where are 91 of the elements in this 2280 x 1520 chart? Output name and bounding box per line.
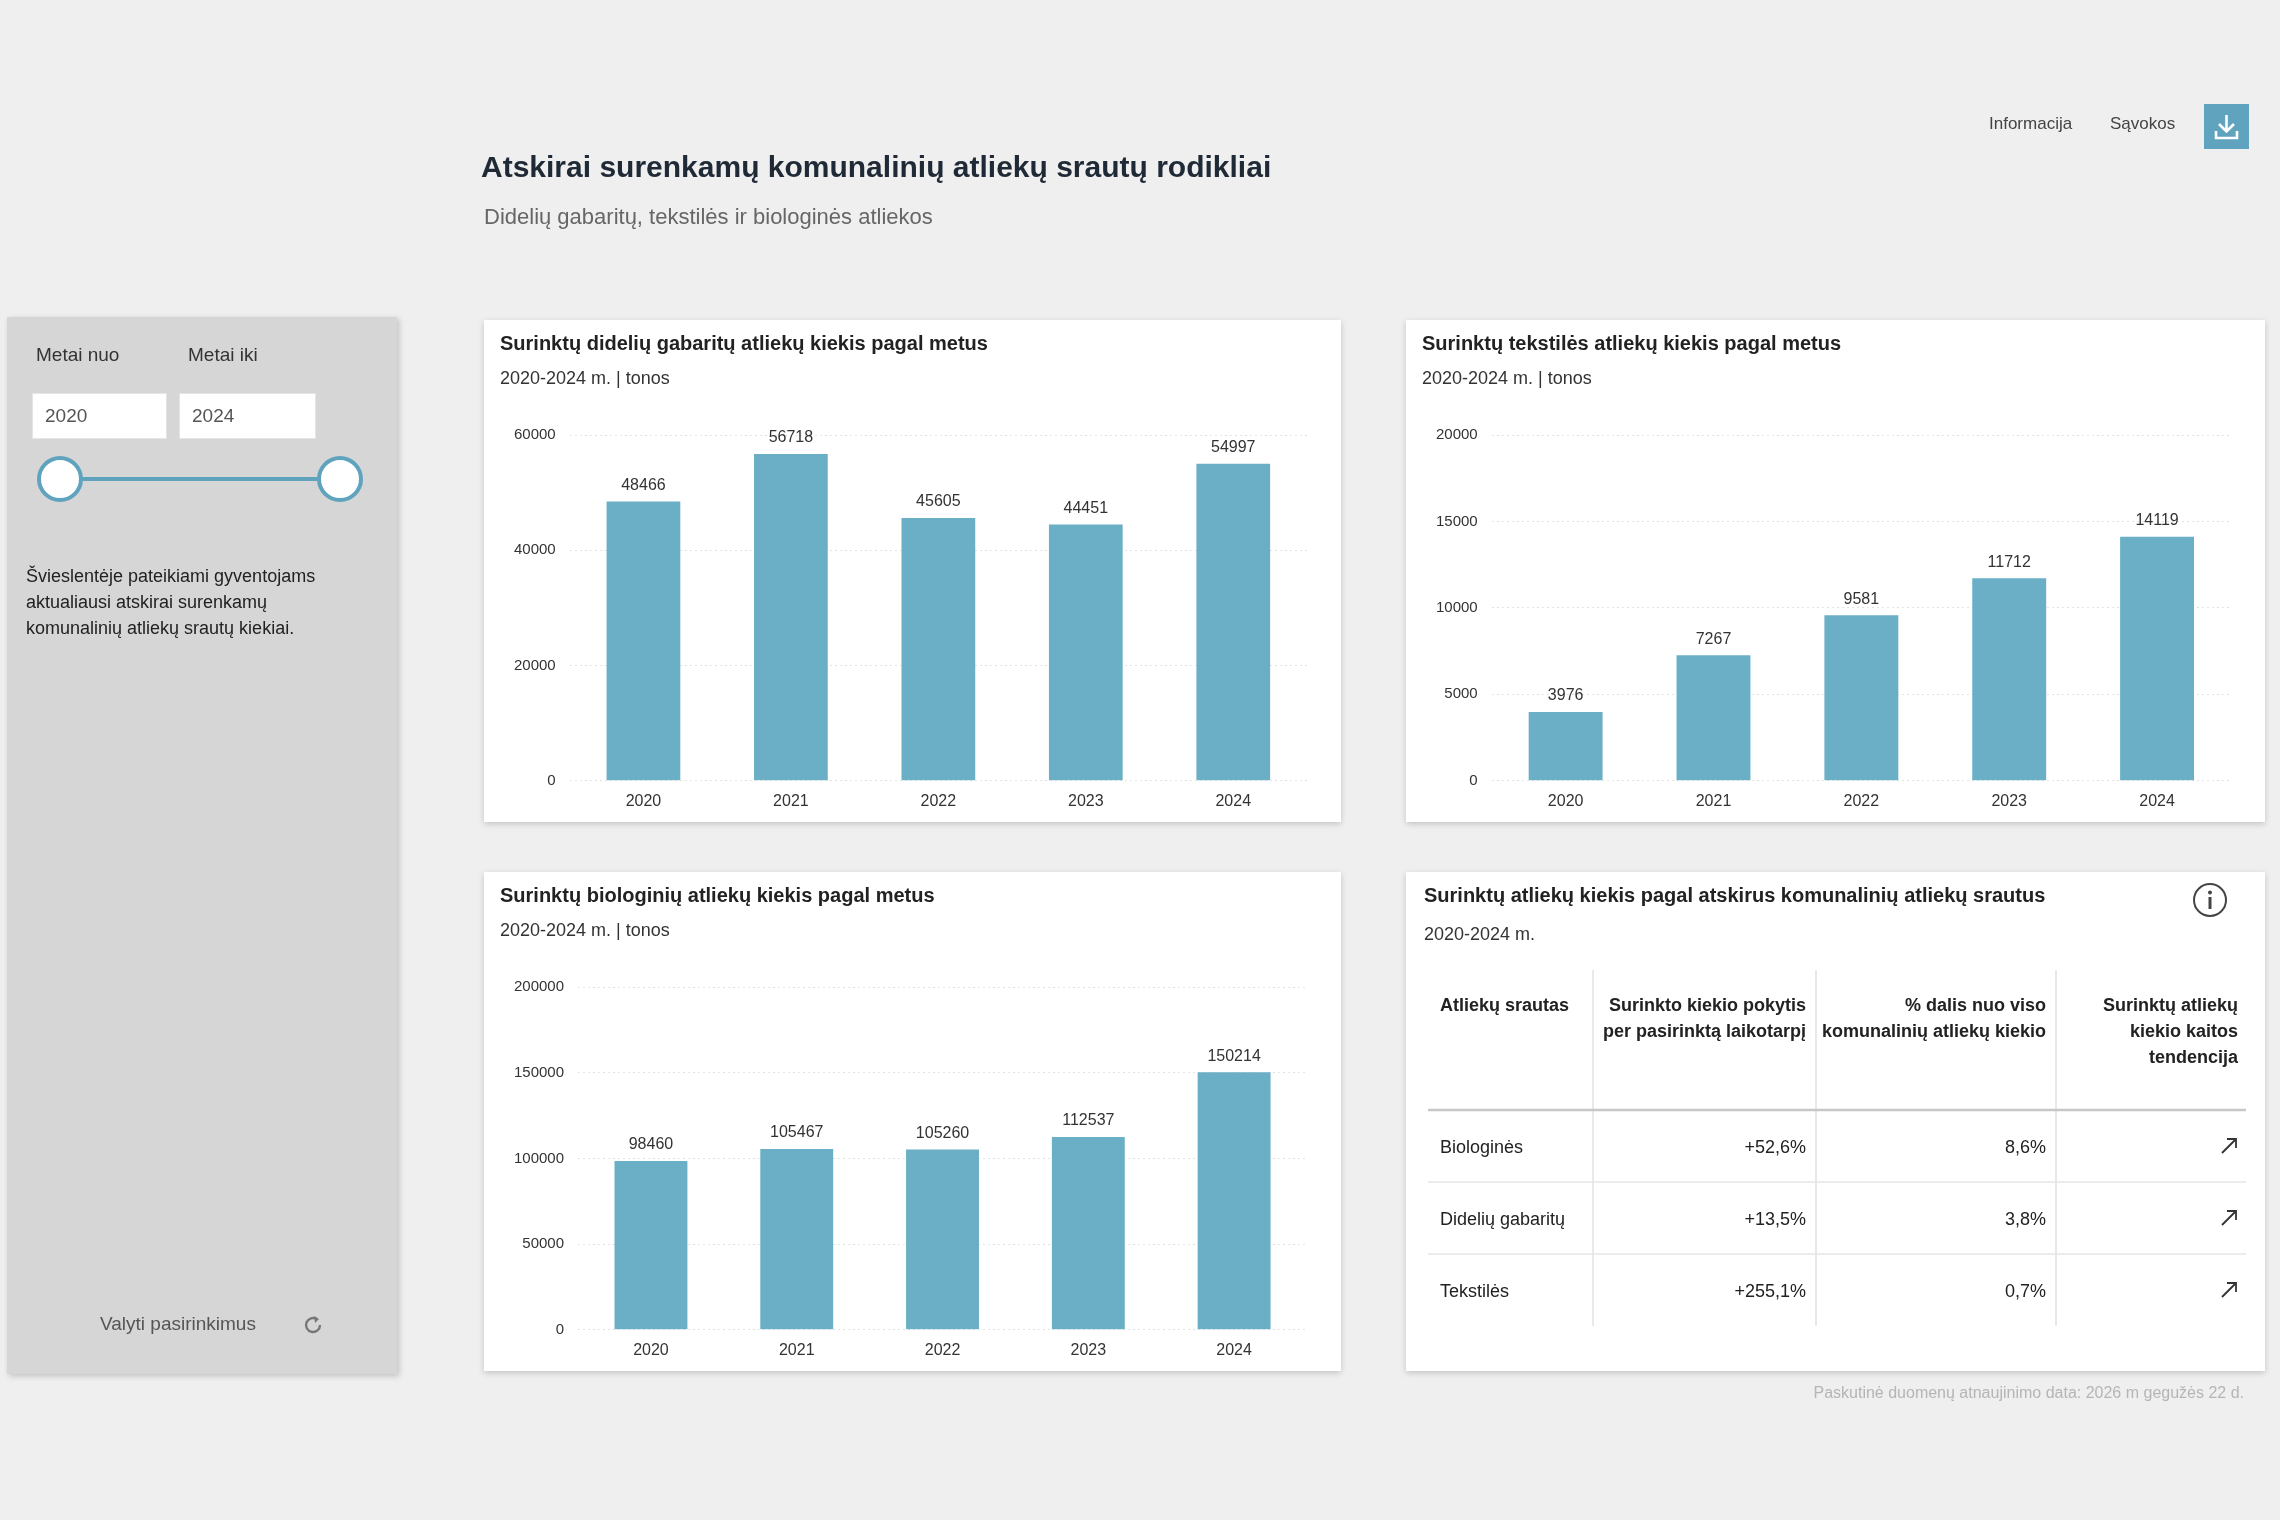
bar bbox=[1197, 1072, 1271, 1330]
y-tick-label: 0 bbox=[555, 1319, 565, 1337]
chart-subtitle: 2020-2024 m. | tonos bbox=[500, 368, 670, 389]
text: Surinktų atliekų kiekio kaitos tendencija bbox=[2101, 994, 2238, 1069]
x-tick-label: 2021 bbox=[778, 1340, 815, 1358]
text: Surinkto kiekio pokytis per pasirinktą laikotarpį bbox=[1601, 994, 1806, 1043]
data-label: 44451 bbox=[1063, 499, 1109, 517]
bar bbox=[1972, 578, 2047, 781]
text: Informacija bbox=[1989, 114, 2073, 134]
text: Didelių gabaritų, tekstilės ir biologinės atliekos bbox=[484, 204, 933, 230]
text: 0,7% bbox=[2003, 1280, 2046, 1303]
bar bbox=[901, 517, 976, 781]
x-tick-label: 2024 bbox=[2139, 791, 2175, 809]
text: 3,8% bbox=[2003, 1208, 2046, 1231]
text: Metai iki bbox=[188, 344, 258, 366]
x-tick-label: 2024 bbox=[1216, 1340, 1252, 1358]
text: Paskutinė duomenų atnaujinimo data: 2026 m gegužės 22 d. bbox=[1813, 1384, 2244, 1402]
data-label: 105467 bbox=[770, 1123, 824, 1141]
text: Metai nuo bbox=[36, 344, 120, 366]
data-label: 9581 bbox=[1843, 589, 1880, 607]
y-tick-label: 15000 bbox=[1435, 511, 1478, 529]
bar bbox=[1824, 615, 1899, 781]
chart-title: Surinktų biologinių atliekų kiekis pagal metus bbox=[500, 884, 935, 907]
bar bbox=[1676, 655, 1751, 781]
bar bbox=[1196, 463, 1271, 781]
x-tick-label: 2023 bbox=[1070, 1340, 1107, 1358]
data-label: 54997 bbox=[1211, 438, 1256, 456]
data-label: 98460 bbox=[628, 1135, 674, 1153]
y-tick-label: 100000 bbox=[513, 1148, 565, 1166]
x-tick-label: 2020 bbox=[625, 791, 662, 809]
data-label: 56718 bbox=[768, 428, 814, 446]
data-label: 11712 bbox=[1987, 552, 2031, 570]
x-tick-label: 2021 bbox=[1695, 791, 1732, 809]
y-tick-label: 150000 bbox=[513, 1062, 565, 1080]
text: Surinktų atliekų kiekis pagal atskirus komunalinių atliekų srautus bbox=[1424, 884, 2046, 907]
y-tick-label: 0 bbox=[1469, 770, 1478, 788]
text: Didelių gabaritų bbox=[1440, 1208, 1567, 1231]
text: % dalis nuo viso komunalinių atliekų kiekio bbox=[1820, 994, 2046, 1043]
y-tick-label: 60000 bbox=[513, 425, 556, 443]
data-label: 150214 bbox=[1207, 1046, 1261, 1064]
y-tick-label: 40000 bbox=[513, 540, 556, 558]
x-tick-label: 2022 bbox=[924, 1340, 961, 1358]
data-label: 45605 bbox=[916, 492, 961, 510]
text: Tekstilės bbox=[1440, 1280, 1511, 1303]
bar bbox=[606, 501, 681, 781]
y-tick-label: 50000 bbox=[522, 1234, 565, 1252]
data-label: 7267 bbox=[1695, 629, 1732, 647]
data-label: 14119 bbox=[2135, 511, 2179, 529]
y-tick-label: 200000 bbox=[513, 977, 565, 995]
bar bbox=[2120, 536, 2195, 781]
text: Sąvokos bbox=[2110, 114, 2176, 134]
bar bbox=[906, 1149, 979, 1330]
data-label: 3976 bbox=[1547, 686, 1584, 704]
y-tick-label: 5000 bbox=[1444, 684, 1478, 702]
text: +255,1% bbox=[1733, 1280, 1806, 1303]
bar bbox=[1528, 712, 1603, 781]
text: Biologinės bbox=[1440, 1136, 1525, 1159]
x-tick-label: 2024 bbox=[1215, 791, 1252, 809]
text: 2020-2024 m. bbox=[1424, 924, 1536, 945]
text: 2024 bbox=[179, 393, 316, 439]
y-tick-label: 0 bbox=[547, 770, 556, 788]
bar bbox=[754, 453, 828, 781]
y-tick-label: 20000 bbox=[1435, 425, 1478, 443]
text: +52,6% bbox=[1743, 1136, 1806, 1159]
data-label: 48466 bbox=[621, 475, 666, 493]
chart-subtitle: 2020-2024 m. | tonos bbox=[500, 920, 670, 941]
y-tick-label: 20000 bbox=[513, 655, 556, 673]
bar bbox=[760, 1149, 834, 1330]
x-tick-label: 2022 bbox=[1843, 791, 1880, 809]
chart-title: Surinktų didelių gabaritų atliekų kiekis pagal metus bbox=[500, 332, 988, 355]
chart-subtitle: 2020-2024 m. | tonos bbox=[1422, 368, 1592, 389]
x-tick-label: 2022 bbox=[920, 791, 957, 809]
bar bbox=[1048, 524, 1123, 781]
x-tick-label: 2020 bbox=[1547, 791, 1584, 809]
text: Atskirai surenkamų komunalinių atliekų srautų rodikliai bbox=[481, 150, 1272, 184]
x-tick-label: 2020 bbox=[633, 1340, 669, 1358]
bar bbox=[614, 1161, 688, 1330]
x-tick-label: 2023 bbox=[1991, 791, 2028, 809]
text: Švieslentėje pateikiami gyventojams aktualiausi atskirai surenkamų komunalinių atliekų srautų kiekiai. bbox=[26, 564, 317, 640]
data-label: 112537 bbox=[1062, 1111, 1115, 1129]
x-tick-label: 2023 bbox=[1068, 791, 1104, 809]
data-label: 105260 bbox=[915, 1123, 970, 1141]
chart-title: Surinktų tekstilės atliekų kiekis pagal metus bbox=[1422, 332, 1842, 355]
bar bbox=[1051, 1136, 1125, 1330]
text: 8,6% bbox=[2003, 1136, 2046, 1159]
x-tick-label: 2021 bbox=[773, 791, 809, 809]
text: +13,5% bbox=[1743, 1208, 1806, 1231]
text: 2020 bbox=[32, 393, 167, 439]
y-tick-label: 10000 bbox=[1435, 598, 1478, 616]
text: Atliekų srautas bbox=[1440, 994, 1571, 1017]
text: Valyti pasirinkimus bbox=[100, 1313, 256, 1335]
